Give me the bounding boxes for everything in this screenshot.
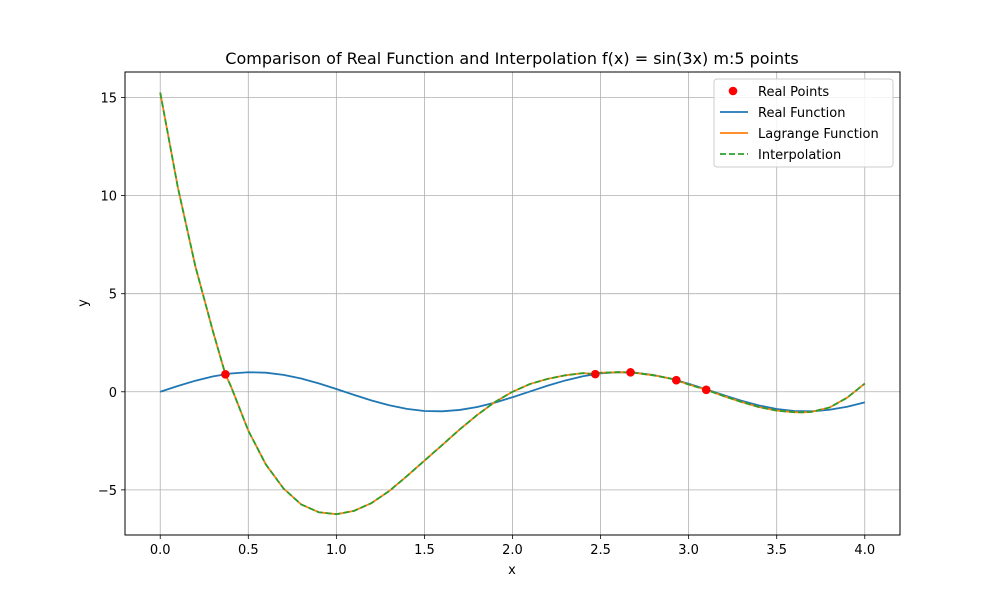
real-point bbox=[626, 368, 635, 377]
x-tick-label: 1.0 bbox=[326, 543, 347, 558]
y-tick-label: 0 bbox=[109, 386, 117, 401]
y-tick-label: 15 bbox=[100, 92, 117, 107]
x-tick-label: 2.5 bbox=[590, 543, 611, 558]
x-tick-label: 3.0 bbox=[678, 543, 699, 558]
legend: Real Points Real Function Lagrange Functio… bbox=[713, 78, 894, 168]
real-point bbox=[221, 370, 230, 379]
x-tick-label: 3.5 bbox=[766, 543, 787, 558]
y-tick-label: −5 bbox=[98, 484, 117, 499]
real-point bbox=[672, 375, 681, 385]
legend-label-real-points: Real Points bbox=[758, 85, 829, 100]
x-tick-label: 2.0 bbox=[502, 543, 523, 558]
interpolation-line bbox=[159, 92, 866, 516]
x-tick-label: 0.5 bbox=[238, 543, 259, 558]
plot-area bbox=[159, 92, 866, 516]
y-tick-label: 10 bbox=[100, 190, 117, 205]
x-tick-label: 0.0 bbox=[150, 543, 171, 558]
real-point bbox=[701, 385, 711, 395]
legend-label-real-function: Real Function bbox=[758, 106, 845, 121]
legend-label-interpolation: Interpolation bbox=[758, 148, 841, 163]
y-axis-label: y bbox=[76, 299, 91, 307]
real-point bbox=[590, 369, 600, 379]
x-axis-label: x bbox=[508, 563, 516, 578]
legend-frame bbox=[713, 78, 894, 168]
x-tick-label: 4.0 bbox=[854, 543, 875, 558]
x-tick-label: 1.5 bbox=[414, 543, 435, 558]
legend-marker-real-points bbox=[728, 86, 738, 96]
x-axis: 0.0 0.5 1.0 1.5 2.0 2.5 3.0 3.5 4.0 bbox=[150, 535, 875, 558]
real-function-line bbox=[159, 371, 865, 413]
y-axis: −5 0 5 10 15 bbox=[98, 92, 125, 499]
y-tick-label: 5 bbox=[109, 288, 117, 303]
chart-title: Comparison of Real Function and Interpol… bbox=[225, 49, 798, 68]
legend-label-lagrange-function: Lagrange Function bbox=[758, 127, 879, 142]
